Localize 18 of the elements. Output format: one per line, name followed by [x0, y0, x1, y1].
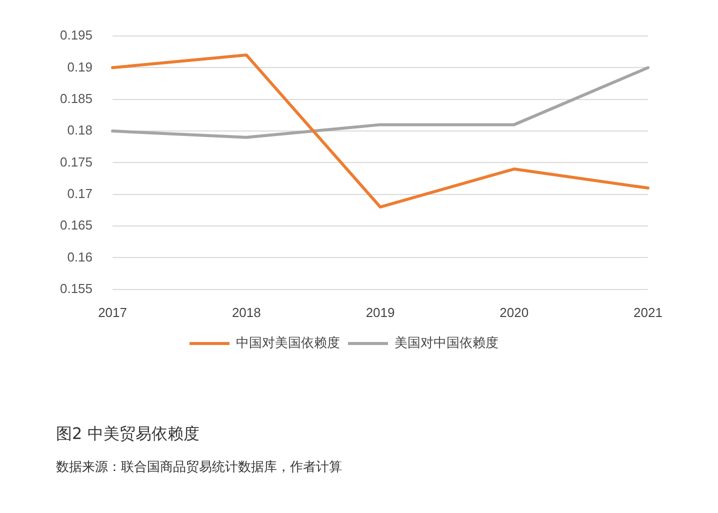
y-tick-label: 0.17: [67, 186, 93, 201]
x-tick-label: 2020: [500, 304, 529, 320]
y-tick-label: 0.18: [67, 122, 93, 138]
source-note: 数据来源：联合国商品贸易统计数据库，作者计算: [56, 459, 342, 476]
y-tick-label: 0.155: [60, 280, 93, 296]
x-tick-label: 2021: [634, 304, 662, 320]
x-tick-label: 2018: [232, 304, 261, 320]
y-tick-label: 0.185: [60, 90, 93, 106]
legend-label: 美国对中国依赖度: [394, 334, 498, 351]
y-tick-label: 0.19: [67, 59, 93, 74]
y-tick-label: 0.165: [60, 218, 93, 233]
y-tick-label: 0.195: [60, 28, 93, 43]
legend-label: 中国对美国依赖度: [236, 334, 340, 351]
text: 图2 中美贸易依赖度: [56, 424, 200, 445]
x-tick-label: 2019: [366, 304, 395, 320]
y-tick-label: 0.16: [67, 249, 93, 264]
x-tick-label: 2017: [98, 304, 127, 320]
y-tick-label: 0.175: [60, 154, 93, 170]
